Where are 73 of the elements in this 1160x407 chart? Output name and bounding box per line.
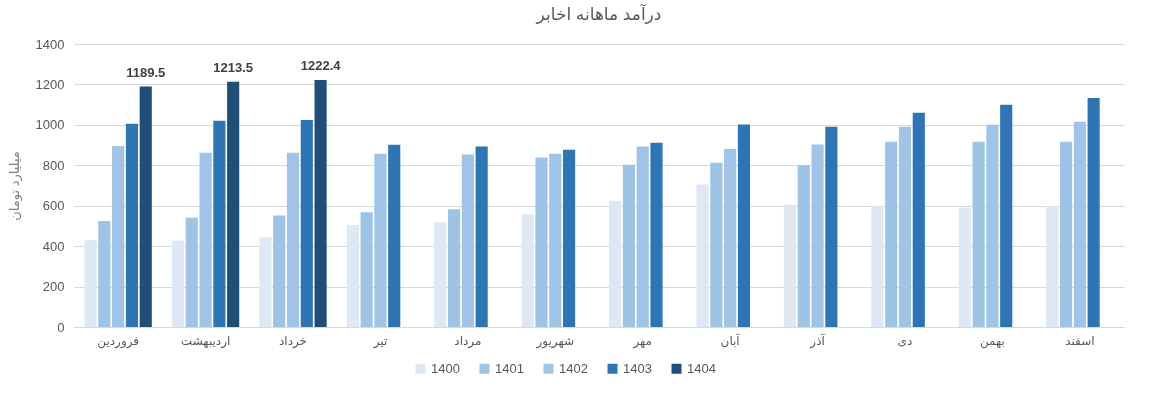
- x-tick-label: آذر: [809, 332, 826, 349]
- bar: [521, 214, 534, 327]
- bar: [171, 240, 185, 327]
- bar: [447, 209, 461, 327]
- bar: [912, 112, 925, 327]
- bar: [84, 239, 97, 327]
- legend-label: 1403: [623, 360, 652, 376]
- bar: [475, 146, 488, 327]
- bar: [885, 141, 898, 327]
- y-tick-label: 1400: [35, 36, 65, 52]
- x-tick-label: آبان: [720, 332, 741, 348]
- bar: [636, 146, 649, 327]
- bar: [388, 144, 401, 327]
- bar: [724, 148, 737, 327]
- bar: [696, 184, 709, 327]
- bar: [213, 120, 226, 327]
- bar: [710, 162, 723, 327]
- bar: [898, 126, 912, 327]
- y-tick-label: 1200: [35, 76, 65, 92]
- legend-label: 1402: [559, 360, 588, 376]
- bar: [958, 207, 971, 327]
- bar: [825, 126, 838, 327]
- bar: [563, 149, 576, 327]
- bar: [98, 220, 111, 327]
- bar: [1046, 206, 1059, 327]
- bar: [871, 205, 884, 327]
- x-tick-label: بهمن: [979, 333, 1005, 349]
- legend-label: 1400: [431, 360, 460, 376]
- bar: [1087, 97, 1100, 327]
- bar: [185, 217, 198, 327]
- x-tick-label: تیر: [372, 333, 388, 349]
- bar: [273, 215, 286, 327]
- bar: [609, 200, 622, 327]
- x-tick-label: مرداد: [454, 333, 482, 349]
- bar: [1059, 141, 1073, 327]
- bar: [346, 224, 359, 327]
- y-tick-label: 1000: [35, 117, 65, 133]
- chart-title: درآمد ماهانه اخابر: [535, 3, 662, 24]
- bar: [622, 164, 635, 327]
- bar: [314, 79, 327, 327]
- x-tick-label: فروردین: [97, 333, 140, 349]
- bar: [199, 152, 212, 327]
- data-label: 1222.4: [300, 57, 342, 73]
- bar: [783, 204, 797, 327]
- bar: [1073, 121, 1086, 327]
- bar: [286, 152, 300, 327]
- x-tick-label: اسفند: [1065, 333, 1095, 348]
- data-label: 1189.5: [126, 64, 166, 80]
- bar: [139, 86, 152, 327]
- bar: [227, 81, 240, 327]
- x-tick-label: مهر: [632, 333, 653, 349]
- y-tick-label: 800: [42, 157, 65, 173]
- y-tick-label: 600: [42, 198, 65, 214]
- y-tick-label: 200: [42, 279, 65, 295]
- x-tick-label: خرداد: [278, 333, 308, 349]
- bar: [1000, 104, 1013, 327]
- x-tick-label: شهریور: [535, 333, 575, 349]
- y-axis-title: میلیارد تومان: [6, 151, 23, 221]
- bar: [112, 145, 125, 327]
- bar: [259, 237, 272, 327]
- bar: [461, 154, 474, 327]
- bar: [300, 120, 313, 327]
- bar: [125, 123, 139, 327]
- bar: [650, 142, 663, 327]
- x-tick-label: دی: [897, 333, 913, 348]
- bar: [737, 124, 751, 327]
- data-label: 1213.5: [213, 59, 254, 75]
- legend-label: 1404: [687, 360, 716, 376]
- legend-label: 1401: [495, 360, 524, 376]
- x-tick-label: اردیبهشت: [180, 333, 231, 349]
- y-tick-label: 400: [42, 238, 65, 254]
- y-tick-label: 0: [57, 319, 65, 335]
- bar: [434, 222, 447, 327]
